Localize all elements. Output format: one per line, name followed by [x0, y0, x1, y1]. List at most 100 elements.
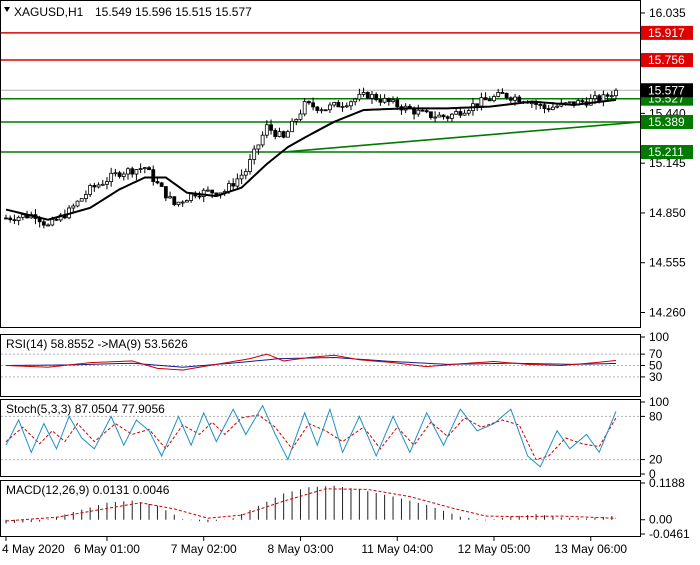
- main-pane[interactable]: XAGUSD,H1 15.549 15.596 15.515 15.577: [0, 0, 641, 328]
- rsi-lines: [5, 353, 617, 371]
- candle-body: [614, 89, 618, 97]
- candle-body: [252, 148, 257, 160]
- candle-body: [138, 168, 143, 170]
- axis-tick-label: 0: [649, 467, 656, 481]
- candle-body: [189, 193, 194, 201]
- candle-body: [349, 101, 353, 107]
- candle-body: [41, 221, 46, 226]
- candle-body: [550, 106, 555, 111]
- candle-body: [4, 217, 8, 220]
- candle-body: [555, 105, 560, 108]
- candle-body: [184, 200, 189, 203]
- stoch-label: Stoch(5,3,3) 87.0504 77.9056: [6, 402, 165, 416]
- rsi-pane[interactable]: RSI(14) 58.8552 ->MA(9) 53.5626: [0, 334, 641, 397]
- candle-body: [420, 109, 425, 112]
- moving-average-line: [5, 98, 617, 221]
- candle-body: [336, 102, 341, 108]
- candle-body: [306, 101, 311, 104]
- candle-body: [231, 183, 236, 187]
- candle-body: [163, 186, 168, 199]
- candle-body: [546, 108, 551, 111]
- candle-body: [248, 159, 252, 172]
- stoch-pane[interactable]: Stoch(5,3,3) 87.0504 77.9056: [0, 399, 641, 477]
- candle-body: [235, 178, 240, 187]
- candle-body: [92, 185, 97, 188]
- candle-body: [281, 131, 286, 138]
- candle-body: [100, 183, 105, 186]
- candle-body: [323, 109, 328, 112]
- support-tag-bg: [641, 145, 693, 160]
- stoch-main-line: [5, 404, 617, 468]
- candle-body: [597, 95, 602, 102]
- candle-body: [395, 99, 400, 108]
- main-pane-frame: [0, 0, 641, 328]
- candle-body: [466, 110, 471, 114]
- candle-body: [71, 205, 76, 209]
- stoch-lines: [5, 404, 617, 468]
- rsi-line: [5, 353, 617, 371]
- candle-body: [227, 183, 231, 192]
- candle-body: [319, 109, 324, 112]
- candle-body: [298, 113, 303, 120]
- candle-body: [370, 94, 374, 99]
- candle-body: [437, 114, 442, 118]
- time-tick-label: 4 May 2020: [2, 542, 65, 556]
- candle-body: [79, 198, 84, 202]
- candle-body: [206, 189, 210, 192]
- candle-body: [256, 144, 261, 150]
- candle-body: [159, 182, 164, 187]
- candle-body: [462, 112, 467, 116]
- candle-body: [382, 97, 387, 103]
- candle-body: [492, 96, 496, 102]
- moving-average: [5, 98, 617, 221]
- candle-body: [353, 98, 358, 103]
- candle-body: [315, 106, 320, 111]
- candle-body: [201, 189, 206, 197]
- axis-tick-label: 0.00: [649, 513, 673, 527]
- candle-body: [454, 111, 459, 115]
- macd-axis: 0.1188 0.00-0.0461: [641, 476, 690, 541]
- candle-body: [176, 201, 181, 205]
- candle-body: [290, 120, 294, 133]
- time-tick-label: 12 May 05:00: [458, 542, 531, 556]
- candle-body: [601, 94, 606, 102]
- candle-body: [517, 96, 522, 103]
- candle-body: [542, 104, 547, 110]
- ascending-trendline: [283, 121, 641, 153]
- candle-body: [496, 92, 501, 97]
- candle-body: [538, 104, 543, 106]
- candle-body: [239, 174, 244, 180]
- support-tag-label: 15.389: [648, 115, 685, 129]
- candle-body: [75, 200, 80, 207]
- candle-body: [84, 194, 88, 199]
- macd-pane[interactable]: MACD(12,26,9) 0.0131 0.0046: [0, 480, 641, 537]
- macd-signal: [5, 488, 617, 522]
- candle-body: [332, 102, 337, 106]
- candle-body: [54, 218, 59, 221]
- candle-body: [88, 185, 93, 195]
- candle-body: [12, 219, 17, 222]
- axis-tick-label: 0.1188: [649, 476, 685, 490]
- stoch-pane-frame: [0, 399, 641, 477]
- time-tick-label: 6 May 01:00: [74, 542, 140, 556]
- candle-body: [504, 92, 509, 99]
- macd-histogram: [5, 485, 613, 524]
- time-tick-label: 13 May 06:00: [554, 542, 627, 556]
- candle-body: [302, 101, 307, 115]
- candle-body: [130, 168, 135, 175]
- candle-body: [155, 181, 160, 184]
- collapse-triangle-icon[interactable]: [4, 7, 10, 12]
- candle-body: [273, 129, 278, 137]
- candle-body: [357, 93, 362, 100]
- axis-tick-label: 20: [649, 453, 663, 467]
- candle-body: [328, 104, 332, 111]
- candle-body: [500, 92, 505, 94]
- candle-body: [172, 196, 177, 205]
- candle-body: [458, 111, 463, 116]
- candle-body: [479, 97, 484, 107]
- ohlc-label: 15.549 15.596 15.515 15.577: [95, 5, 252, 19]
- candle-body: [8, 217, 13, 221]
